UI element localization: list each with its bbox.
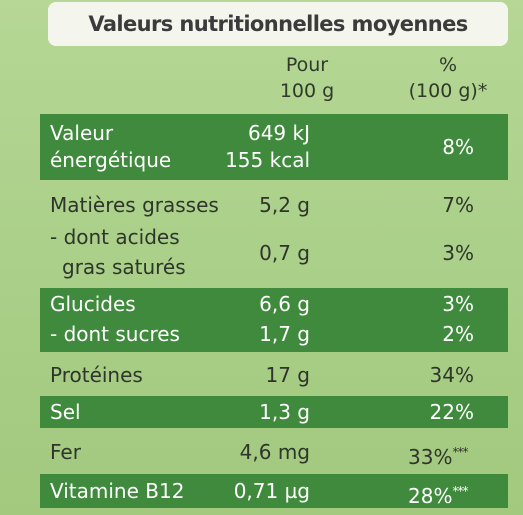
row-energy-value-kj: 649 kJ xyxy=(247,121,310,145)
row-sugars-value: 1,7 g xyxy=(259,322,310,346)
row-saturated-fat-name-line1: - dont acides xyxy=(50,225,180,249)
row-energy: Valeur énergétique 649 kJ 155 kcal 8% xyxy=(40,114,508,180)
row-fat-name: Matières grasses xyxy=(50,193,219,217)
row-vitamin-b12-percent-mark: *** xyxy=(452,484,468,498)
row-protein-percent: 34% xyxy=(429,363,474,387)
row-protein-value: 17 g xyxy=(265,363,310,387)
row-protein: Protéines 17 g 34% xyxy=(40,360,508,392)
row-carbs-percent: 3% xyxy=(442,292,474,316)
row-energy-name-line1: Valeur xyxy=(50,121,114,145)
row-saturated-fat-name-line2: gras saturés xyxy=(62,255,186,279)
row-vitamin-b12-value: 0,71 µg xyxy=(233,479,310,503)
row-salt-value: 1,3 g xyxy=(259,400,310,424)
header-percent-line1: % xyxy=(438,54,458,76)
row-carbs-name: Glucides xyxy=(50,292,136,316)
header-per-100g: Pour 100 g xyxy=(262,52,352,104)
row-energy-value-kcal: 155 kcal xyxy=(225,148,310,172)
row-vitamin-b12: Vitamine B12 0,71 µg 28%*** xyxy=(40,474,508,508)
row-fat: Matières grasses 5,2 g 7% xyxy=(40,190,508,220)
row-vitamin-b12-percent-cell: 28%*** xyxy=(408,478,508,509)
row-iron-percent: 33% xyxy=(408,445,453,469)
row-salt-percent: 22% xyxy=(429,400,474,424)
row-salt: Sel 1,3 g 22% xyxy=(40,396,508,428)
row-saturated-fat: - dont acides gras saturés 0,7 g 3% xyxy=(40,222,508,284)
header-per-100g-line2: 100 g xyxy=(279,80,335,102)
row-sugars-name: - dont sucres xyxy=(50,322,180,346)
row-iron: Fer 4,6 mg 33%*** xyxy=(40,436,508,470)
header-percent-line2: (100 g)* xyxy=(408,80,488,102)
header-per-100g-line1: Pour xyxy=(285,54,329,76)
row-carbs-value: 6,6 g xyxy=(259,292,310,316)
row-vitamin-b12-percent: 28% xyxy=(408,484,453,508)
row-fat-percent: 7% xyxy=(442,193,474,217)
title-box: Valeurs nutritionnelles moyennes xyxy=(48,2,508,46)
header-percent: % (100 g)* xyxy=(390,52,506,104)
row-protein-name: Protéines xyxy=(50,363,143,387)
row-vitamin-b12-name: Vitamine B12 xyxy=(50,479,185,503)
row-iron-percent-cell: 33%*** xyxy=(408,439,508,470)
row-fat-value: 5,2 g xyxy=(259,193,310,217)
row-saturated-fat-percent: 3% xyxy=(442,241,474,265)
row-energy-percent: 8% xyxy=(442,135,474,159)
row-saturated-fat-value: 0,7 g xyxy=(259,241,310,265)
row-iron-percent-mark: *** xyxy=(452,445,468,459)
table-title: Valeurs nutritionnelles moyennes xyxy=(88,12,468,36)
row-iron-name: Fer xyxy=(50,440,81,464)
row-iron-value: 4,6 mg xyxy=(239,440,310,464)
row-salt-name: Sel xyxy=(50,400,81,424)
row-carbs: Glucides 6,6 g 3% - dont sucres 1,7 g 2% xyxy=(40,288,508,352)
row-sugars-percent: 2% xyxy=(442,322,474,346)
row-energy-name-line2: énergétique xyxy=(50,148,172,172)
